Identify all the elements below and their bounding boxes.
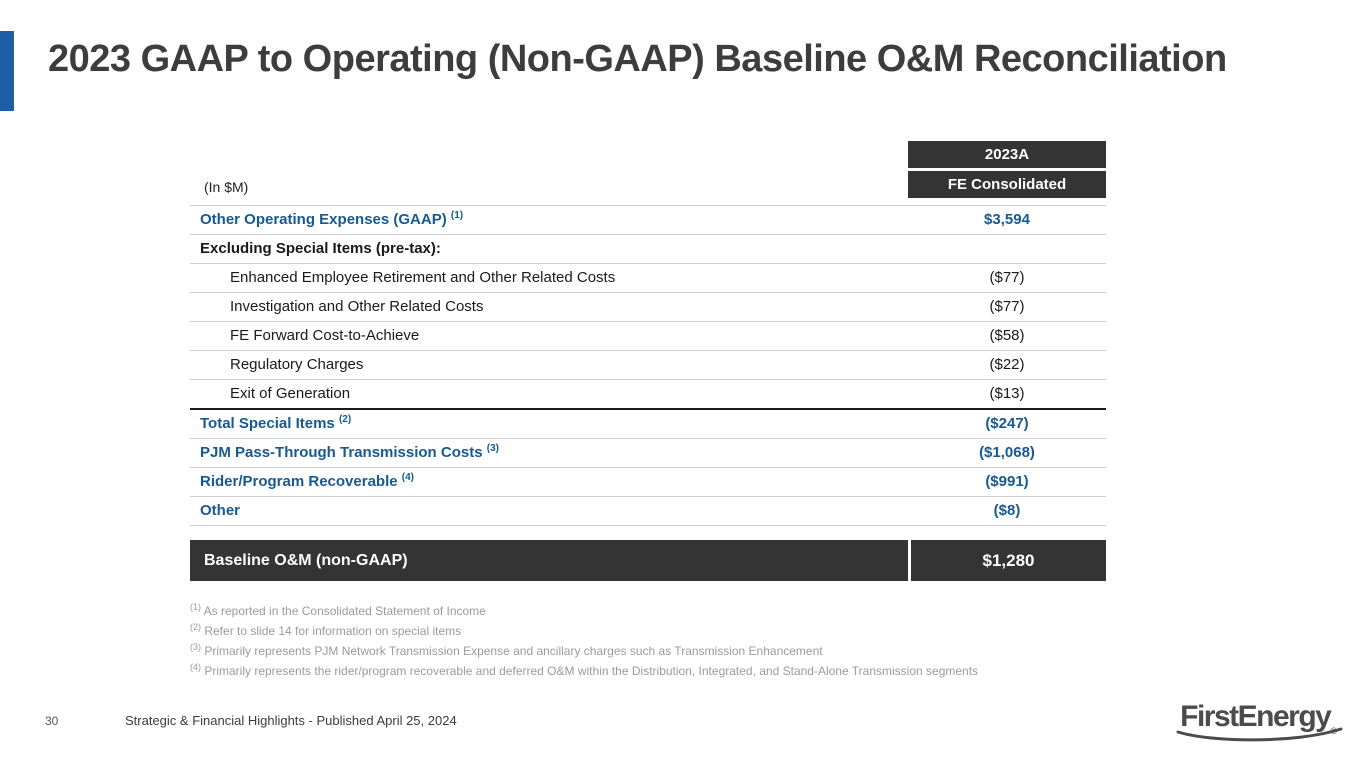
logo-text: FirstEnergy <box>1180 700 1332 733</box>
row-value: ($77) <box>989 298 1025 315</box>
row-label: Regulatory Charges <box>190 351 908 379</box>
column-header-year: 2023A <box>908 141 1106 168</box>
footnotes: (1) As reported in the Consolidated Stat… <box>190 602 979 685</box>
row-value: ($8) <box>993 502 1021 519</box>
row-label: FE Forward Cost-to-Achieve <box>190 322 908 350</box>
firstenergy-logo: FirstEnergy® <box>1176 700 1343 742</box>
footer-caption: Strategic & Financial Highlights - Publi… <box>125 713 457 728</box>
footnote-ref: (2) <box>338 414 352 425</box>
row-label-text: Regulatory Charges <box>230 356 364 373</box>
value-column-header: 2023A FE Consolidated <box>908 141 1106 198</box>
row-label: Total Special Items (2) <box>190 410 908 438</box>
footnote-ref: (4) <box>401 472 414 483</box>
row-value: ($13) <box>989 385 1025 402</box>
row-value: $3,594 <box>984 211 1030 228</box>
table-row: Other ($8) <box>190 497 1106 526</box>
row-value: ($77) <box>989 269 1025 286</box>
unit-label: (In $M) <box>204 179 249 195</box>
row-value <box>908 235 1106 263</box>
row-label: PJM Pass-Through Transmission Costs (3) <box>190 439 908 467</box>
row-label-text: Investigation and Other Related Costs <box>230 298 484 315</box>
baseline-total-row: Baseline O&M (non-GAAP) $1,280 <box>190 540 1106 581</box>
table-row: Enhanced Employee Retirement and Other R… <box>190 264 1106 293</box>
table-row: Total Special Items (2) ($247) <box>190 410 1106 439</box>
row-label-text: FE Forward Cost-to-Achieve <box>230 327 420 344</box>
row-label: Other Operating Expenses (GAAP) (1) <box>190 206 908 234</box>
footnote: (4) Primarily represents the rider/progr… <box>190 662 979 678</box>
total-row-value: $1,280 <box>911 540 1106 581</box>
row-label-text: Total Special Items <box>200 415 335 432</box>
table-row: Other Operating Expenses (GAAP) (1) $3,5… <box>190 205 1106 235</box>
footnote-text: As reported in the Consolidated Statemen… <box>203 604 486 618</box>
table-header: (In $M) 2023A FE Consolidated <box>190 141 1106 205</box>
total-row-label: Baseline O&M (non-GAAP) <box>190 540 908 581</box>
row-value: ($1,068) <box>979 444 1035 461</box>
table-row: Regulatory Charges ($22) <box>190 351 1106 380</box>
table-row: Excluding Special Items (pre-tax): <box>190 235 1106 264</box>
row-label: Exit of Generation <box>190 380 908 408</box>
row-label: Excluding Special Items (pre-tax): <box>190 235 908 263</box>
footnote-marker: (3) <box>190 642 201 652</box>
row-label: Other <box>190 497 908 525</box>
page-title: 2023 GAAP to Operating (Non-GAAP) Baseli… <box>48 38 1227 80</box>
footnote-text: Primarily represents the rider/program r… <box>204 664 979 678</box>
row-label: Rider/Program Recoverable (4) <box>190 468 908 496</box>
footnote-ref: (1) <box>450 210 464 221</box>
row-label-text: Other Operating Expenses (GAAP) <box>200 211 447 228</box>
table-row: PJM Pass-Through Transmission Costs (3) … <box>190 439 1106 468</box>
table-row: FE Forward Cost-to-Achieve ($58) <box>190 322 1106 351</box>
table-row: Rider/Program Recoverable (4) ($991) <box>190 468 1106 497</box>
row-label-text: Excluding Special Items (pre-tax): <box>200 240 441 257</box>
reconciliation-table: (In $M) 2023A FE Consolidated Other Oper… <box>190 141 1106 581</box>
title-accent-bar <box>0 31 14 111</box>
footnote: (1) As reported in the Consolidated Stat… <box>190 602 978 618</box>
footnote-marker: (1) <box>190 602 201 612</box>
page-number: 30 <box>45 714 59 728</box>
row-value: ($991) <box>985 473 1029 490</box>
footnote-text: Refer to slide 14 for information on spe… <box>204 624 462 638</box>
footnote: (3) Primarily represents PJM Network Tra… <box>190 642 978 658</box>
row-value: ($247) <box>985 415 1029 432</box>
row-label-text: Other <box>200 502 241 519</box>
logo-swoosh-icon <box>1176 727 1343 742</box>
row-label-text: Enhanced Employee Retirement and Other R… <box>230 269 616 286</box>
row-label: Enhanced Employee Retirement and Other R… <box>190 264 908 292</box>
footnote-ref: (3) <box>486 443 499 454</box>
footnote-marker: (4) <box>190 662 201 672</box>
table-row: Investigation and Other Related Costs ($… <box>190 293 1106 322</box>
total-row-divider <box>908 540 911 581</box>
footnote-marker: (2) <box>190 622 201 632</box>
row-label-text: PJM Pass-Through Transmission Costs <box>200 444 483 461</box>
row-value: ($22) <box>989 356 1025 373</box>
footnote: (2) Refer to slide 14 for information on… <box>190 622 978 638</box>
row-label: Investigation and Other Related Costs <box>190 293 908 321</box>
table-row: Exit of Generation ($13) <box>190 380 1106 410</box>
row-label-text: Rider/Program Recoverable <box>200 473 398 490</box>
row-label-text: Exit of Generation <box>230 385 351 402</box>
row-value: ($58) <box>989 327 1025 344</box>
footnote-text: Primarily represents PJM Network Transmi… <box>204 644 823 658</box>
column-header-entity: FE Consolidated <box>908 171 1106 198</box>
